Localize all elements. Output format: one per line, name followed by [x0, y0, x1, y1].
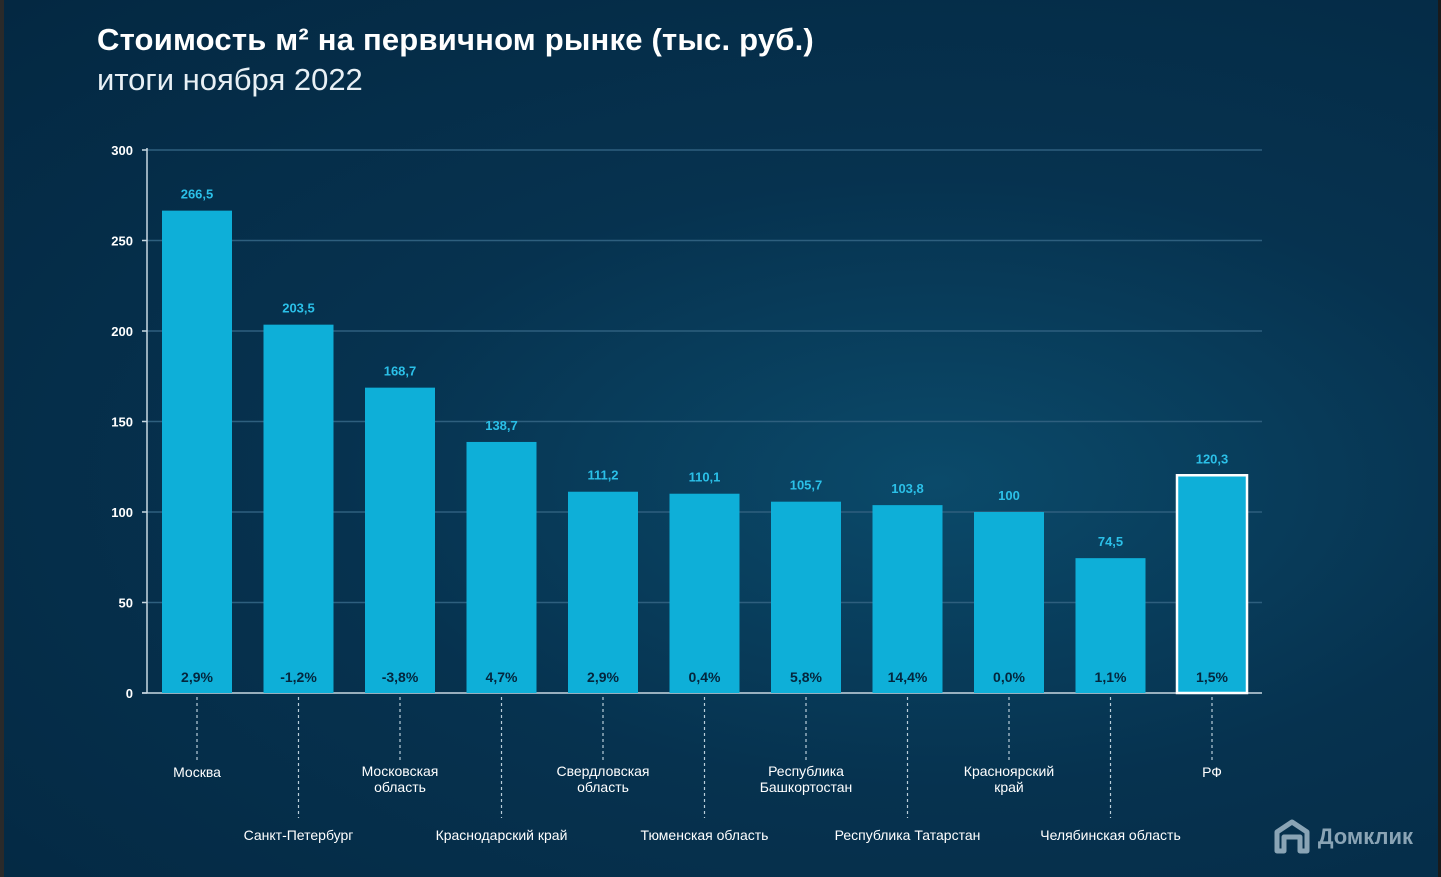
chart-subtitle: итоги ноября 2022 — [97, 62, 363, 97]
bar — [162, 210, 232, 693]
category-label: Москва — [173, 764, 221, 780]
bar-value-label: 105,7 — [790, 478, 823, 493]
chart-title: Стоимость м² на первичном рынке (тыс. ру… — [97, 22, 814, 57]
bar-value-label: 120,3 — [1196, 451, 1229, 466]
category-label: область — [374, 779, 426, 795]
bar-change-label: 2,9% — [181, 669, 213, 685]
category-label: край — [994, 779, 1024, 795]
bar-value-label: 100 — [998, 488, 1020, 503]
category-label: Челябинская область — [1040, 827, 1181, 843]
bar — [872, 505, 943, 693]
category-label: РФ — [1202, 764, 1222, 780]
bar — [1075, 558, 1146, 693]
house-logo-icon — [1274, 819, 1310, 854]
y-tick-label: 200 — [111, 324, 133, 339]
left-frame-edge — [0, 0, 4, 877]
bar-value-label: 103,8 — [891, 481, 924, 496]
bar-change-label: 0,4% — [689, 669, 721, 685]
brand-logo: Домклик — [1274, 819, 1413, 855]
category-label: Свердловская — [556, 763, 649, 779]
right-frame-edge — [1438, 0, 1441, 877]
category-label: Тюменская область — [641, 827, 769, 843]
bar — [771, 501, 841, 693]
bar-change-label: 5,8% — [790, 669, 822, 685]
bar-value-label: 138,7 — [485, 418, 518, 433]
bar-change-label: -1,2% — [280, 669, 317, 685]
bar-change-label: 0,0% — [993, 669, 1025, 685]
y-tick-label: 250 — [111, 234, 133, 249]
bar-change-label: 1,1% — [1095, 669, 1127, 685]
bar — [1175, 474, 1249, 695]
bar — [466, 441, 537, 693]
category-label: Республика Татарстан — [835, 827, 981, 843]
y-tick-label: 50 — [119, 596, 133, 611]
bar — [365, 387, 435, 693]
bar-value-label: 74,5 — [1098, 534, 1123, 549]
bar-change-label: 4,7% — [486, 669, 518, 685]
bar — [568, 491, 638, 693]
category-label: область — [577, 779, 629, 795]
bar-change-label: 2,9% — [587, 669, 619, 685]
bar-value-label: 110,1 — [689, 470, 721, 485]
bar-change-label: 14,4% — [888, 669, 928, 685]
bar — [263, 324, 334, 693]
bar-value-label: 266,5 — [181, 187, 214, 202]
bar-value-label: 203,5 — [282, 301, 315, 316]
y-tick-label: 100 — [111, 505, 133, 520]
bar — [974, 512, 1044, 693]
y-tick-label: 0 — [126, 686, 133, 701]
category-label: Краснодарский край — [436, 827, 568, 843]
bar-value-label: 168,7 — [384, 364, 417, 379]
category-label: Красноярский — [964, 763, 1054, 779]
brand-name: Домклик — [1317, 824, 1413, 849]
category-label: Башкортостан — [760, 779, 853, 795]
y-tick-label: 300 — [111, 143, 133, 158]
y-tick-label: 150 — [111, 415, 133, 430]
category-label: Республика — [768, 763, 844, 779]
category-label: Московская — [362, 763, 439, 779]
bar — [669, 493, 740, 693]
category-label: Санкт-Петербург — [244, 827, 354, 843]
bar-value-label: 111,2 — [587, 468, 618, 483]
bar-change-label: -3,8% — [382, 669, 419, 685]
bar-change-label: 1,5% — [1196, 669, 1228, 685]
